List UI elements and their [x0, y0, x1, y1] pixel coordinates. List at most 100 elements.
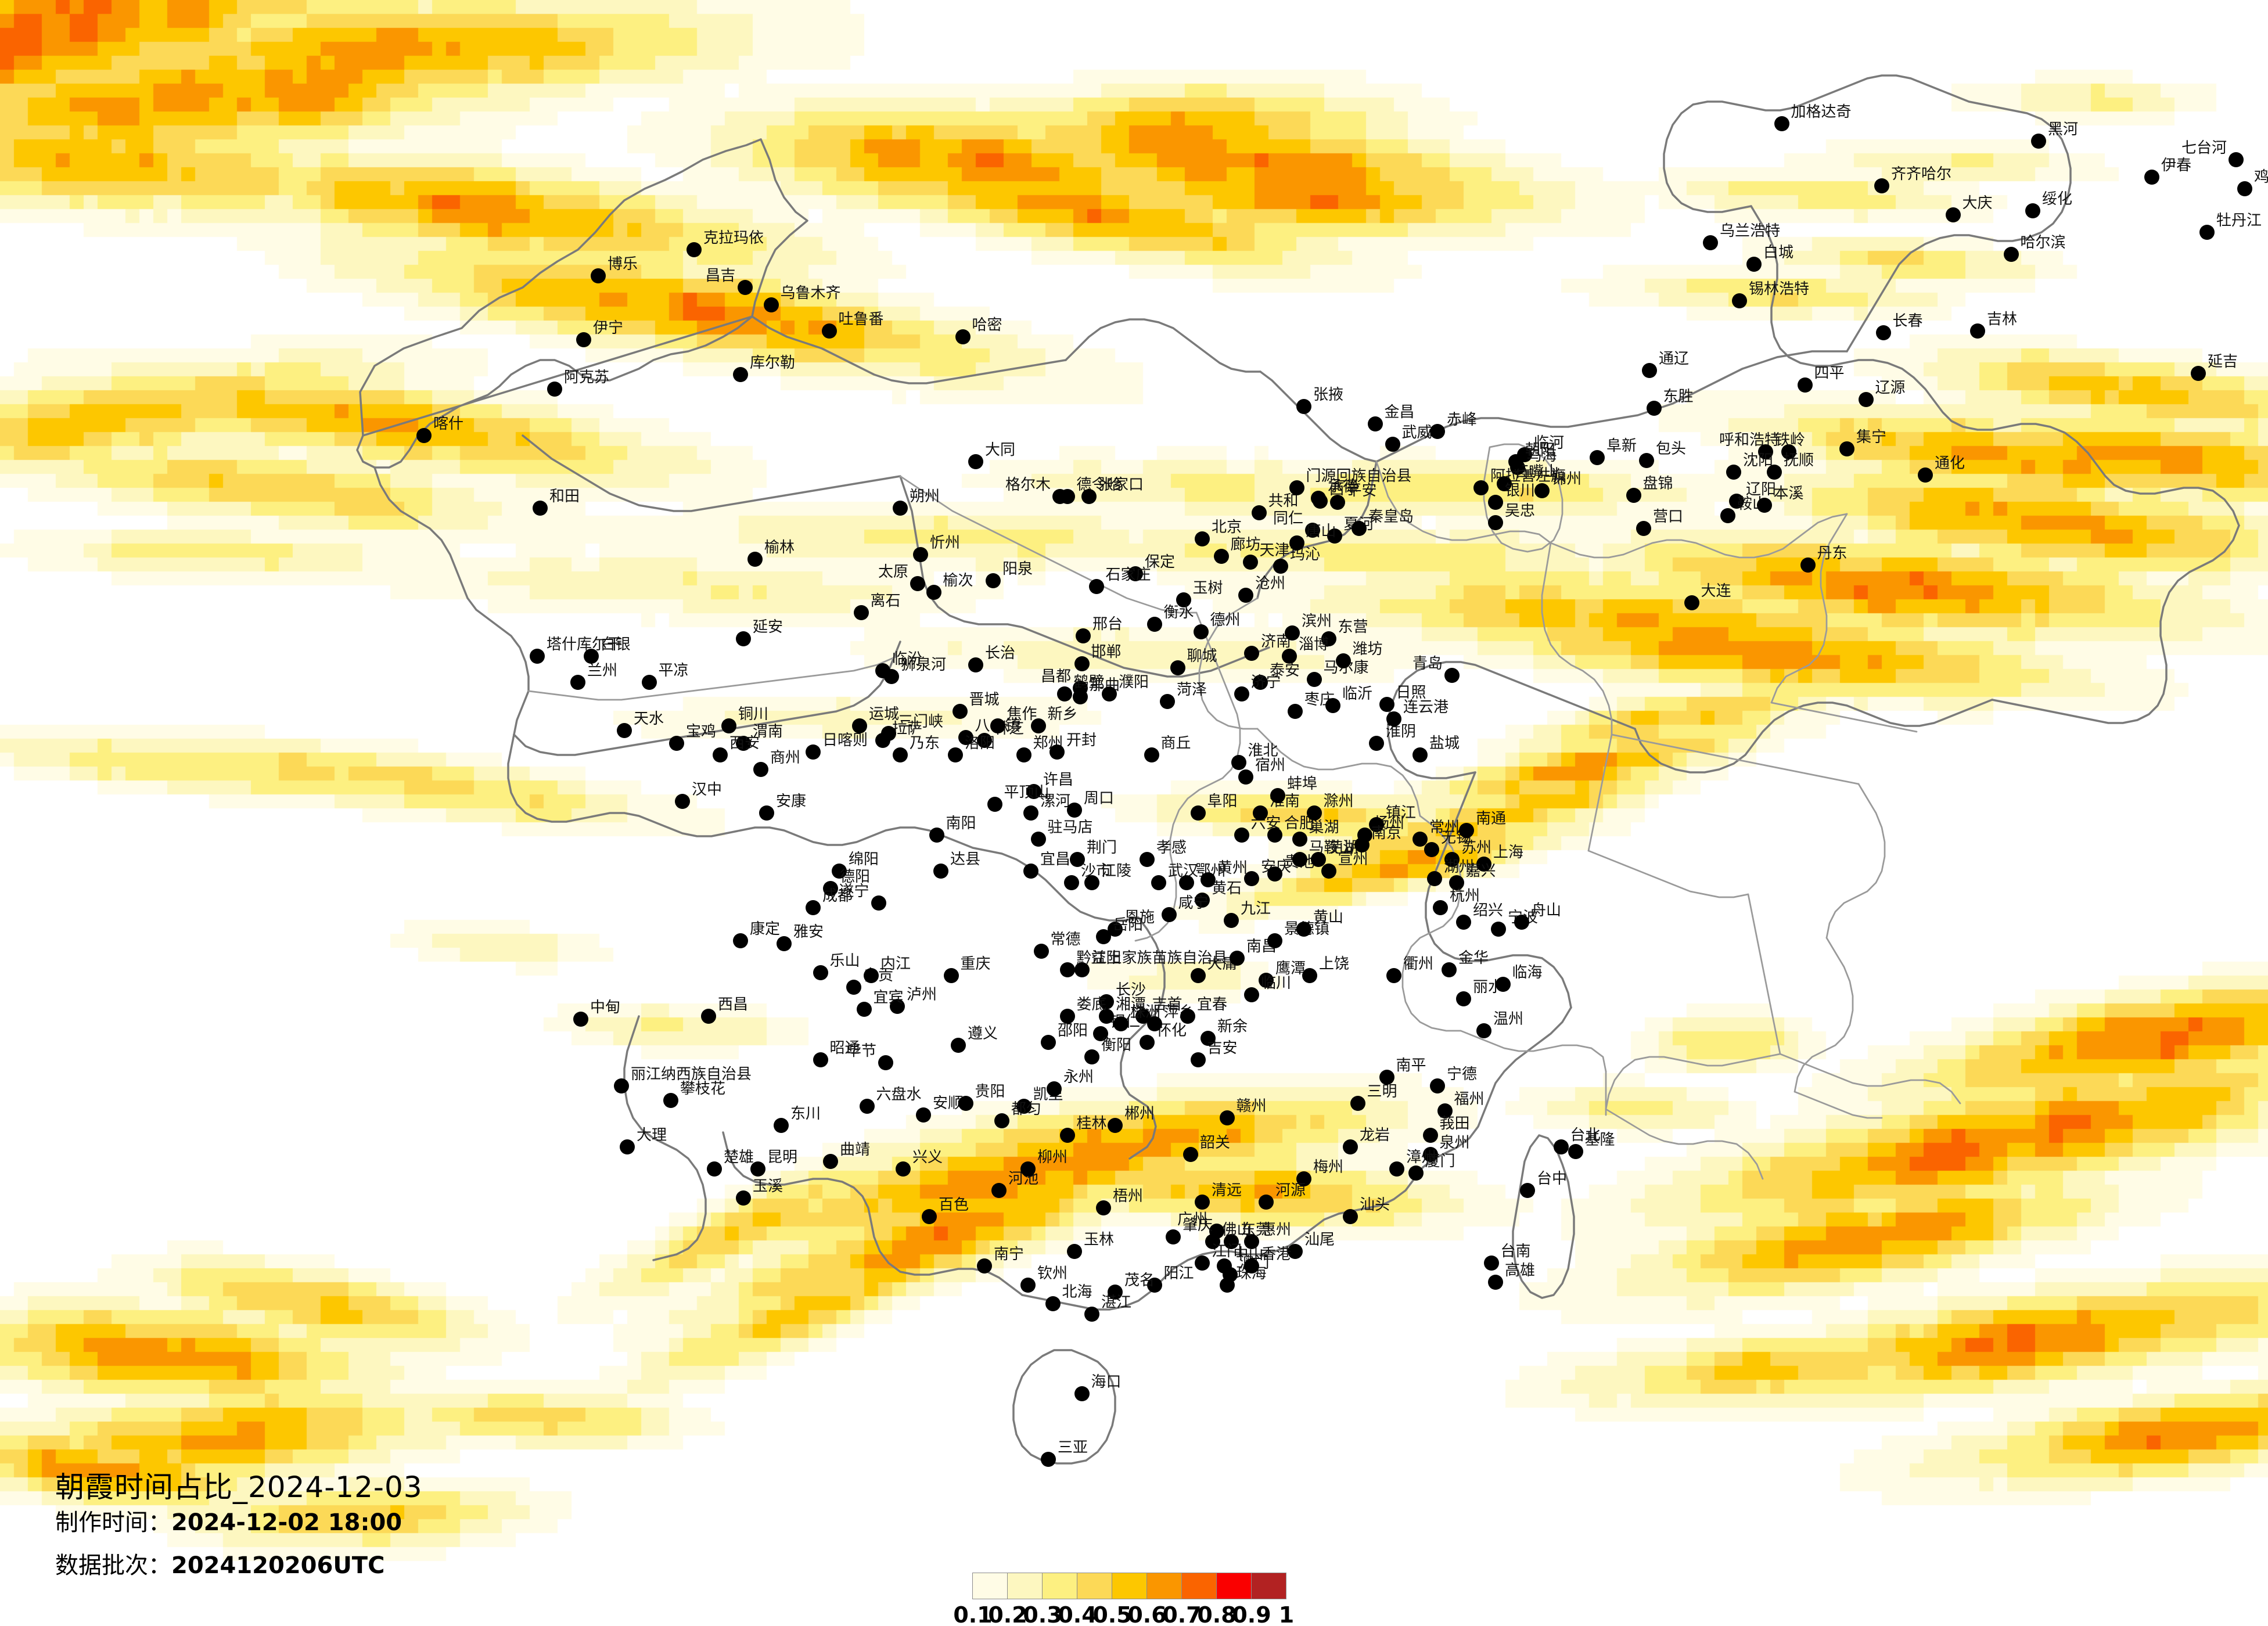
city-dot-icon	[1195, 531, 1210, 546]
city-dot-icon	[890, 998, 905, 1014]
city-dot-icon	[1195, 893, 1210, 908]
city-label: 黔江土家族苗族自治县	[1076, 949, 1228, 967]
colorbar-swatch-7	[1182, 1573, 1217, 1599]
city-label: 和田	[549, 488, 580, 505]
city-label: 衢州	[1403, 955, 1434, 973]
city-label: 通化	[1935, 454, 1965, 472]
colorbar-tick-0-7: 0.7	[1162, 1602, 1202, 1626]
city-dot-icon	[1422, 1128, 1438, 1143]
city-dot-icon	[1113, 1016, 1128, 1031]
city-dot-icon	[1064, 875, 1079, 890]
colorbar-swatches	[972, 1573, 1286, 1599]
city-label: 孝感	[1156, 839, 1187, 857]
city-label: 上海	[1493, 843, 1524, 861]
city-label: 盐城	[1429, 735, 1460, 752]
city-dot-icon	[686, 242, 702, 257]
city-label: 铜川	[738, 706, 769, 723]
city-label: 绍兴	[1473, 901, 1504, 919]
city-dot-icon	[1251, 505, 1267, 520]
city-label: 宿州	[1255, 756, 1286, 774]
city-label: 东川	[790, 1105, 821, 1123]
colorbar-legend: 0.1 0.2 0.3 0.4 0.5 0.6 0.7 0.8 0.9 1	[953, 1573, 1294, 1626]
city-dot-icon	[1703, 235, 1718, 250]
city-dot-icon	[1343, 1139, 1358, 1154]
city-dot-icon	[1074, 1386, 1090, 1401]
colorbar-swatch-3	[1043, 1573, 1077, 1599]
city-dot-icon	[1023, 805, 1038, 821]
city-dot-icon	[1231, 754, 1246, 770]
city-label: 西昌	[718, 996, 749, 1013]
city-label: 重庆	[960, 955, 991, 973]
city-label: 榆林	[764, 538, 795, 556]
city-dot-icon	[1108, 1285, 1123, 1300]
city-label: 三亚	[1058, 1438, 1088, 1456]
city-dot-icon	[570, 675, 585, 690]
city-dot-icon	[1084, 1306, 1099, 1322]
city-label: 咸宁	[1178, 894, 1209, 912]
city-dot-icon	[913, 547, 928, 562]
city-dot-icon	[881, 725, 896, 741]
city-dot-icon	[1108, 1117, 1123, 1133]
city-dot-icon	[1720, 508, 1735, 523]
city-dot-icon	[1049, 744, 1065, 760]
city-label: 博乐	[608, 256, 638, 273]
city-dot-icon	[1306, 805, 1322, 821]
city-dot-icon	[1099, 1009, 1114, 1024]
city-label: 雅安	[793, 923, 824, 941]
city-dot-icon	[733, 367, 748, 382]
city-dot-icon	[951, 1038, 966, 1053]
city-label: 保定	[1145, 553, 1176, 571]
city-dot-icon	[2025, 203, 2040, 218]
city-dot-icon	[1456, 914, 1471, 930]
city-label: 吉安	[1207, 1039, 1238, 1057]
city-dot-icon	[774, 1117, 789, 1133]
colorbar-swatch-9	[1252, 1573, 1286, 1599]
city-dot-icon	[1183, 1146, 1198, 1162]
city-label: 临沂	[1342, 685, 1373, 703]
city-label: 大庆	[1962, 195, 1993, 212]
city-label: 银川	[1505, 482, 1536, 499]
city-dot-icon	[977, 1258, 992, 1274]
city-label: 伊宁	[593, 319, 624, 337]
city-dot-icon	[1242, 554, 1258, 570]
production-time-label: 制作时间：	[55, 1509, 171, 1536]
city-dot-icon	[1178, 875, 1194, 890]
city-dot-icon	[1074, 656, 1090, 671]
city-dot-icon	[669, 736, 684, 751]
city-label: 聊城	[1187, 647, 1217, 665]
city-label: 共和	[1268, 492, 1299, 510]
city-label: 达县	[950, 851, 981, 868]
city-dot-icon	[2003, 246, 2019, 262]
city-dot-icon	[1073, 689, 1088, 704]
city-label: 泸州	[907, 985, 937, 1003]
city-label: 汉中	[692, 781, 723, 798]
city-dot-icon	[1797, 377, 1813, 393]
city-label: 南平	[1396, 1057, 1426, 1074]
city-dot-icon	[1800, 557, 1816, 573]
city-dot-icon	[576, 332, 591, 347]
city-dot-icon	[875, 663, 890, 678]
city-dot-icon	[1970, 323, 1985, 339]
city-label: 江门	[1212, 1243, 1242, 1260]
city-label: 营口	[1653, 508, 1684, 526]
city-dot-icon	[1084, 875, 1099, 890]
city-dot-icon	[1684, 595, 1699, 610]
city-dot-icon	[1023, 864, 1038, 879]
city-label: 淮北	[1248, 742, 1278, 760]
city-label: 盘锦	[1642, 474, 1673, 492]
city-label: 东营	[1338, 618, 1368, 636]
city-dot-icon	[1056, 686, 1072, 702]
city-dot-icon	[1437, 1103, 1453, 1118]
city-dot-icon	[1201, 872, 1216, 887]
city-label: 南宁	[994, 1246, 1025, 1263]
city-dot-icon	[2031, 133, 2046, 149]
city-label: 包头	[1656, 440, 1687, 458]
city-dot-icon	[1343, 1209, 1358, 1224]
city-dot-icon	[1016, 1099, 1031, 1114]
city-label: 广州	[1177, 1211, 1207, 1228]
city-label: 天津	[1259, 541, 1290, 559]
city-dot-icon	[893, 747, 908, 762]
city-dot-icon	[1352, 521, 1367, 536]
city-label: 镇江	[1386, 804, 1417, 822]
city-dot-icon	[1448, 875, 1464, 890]
